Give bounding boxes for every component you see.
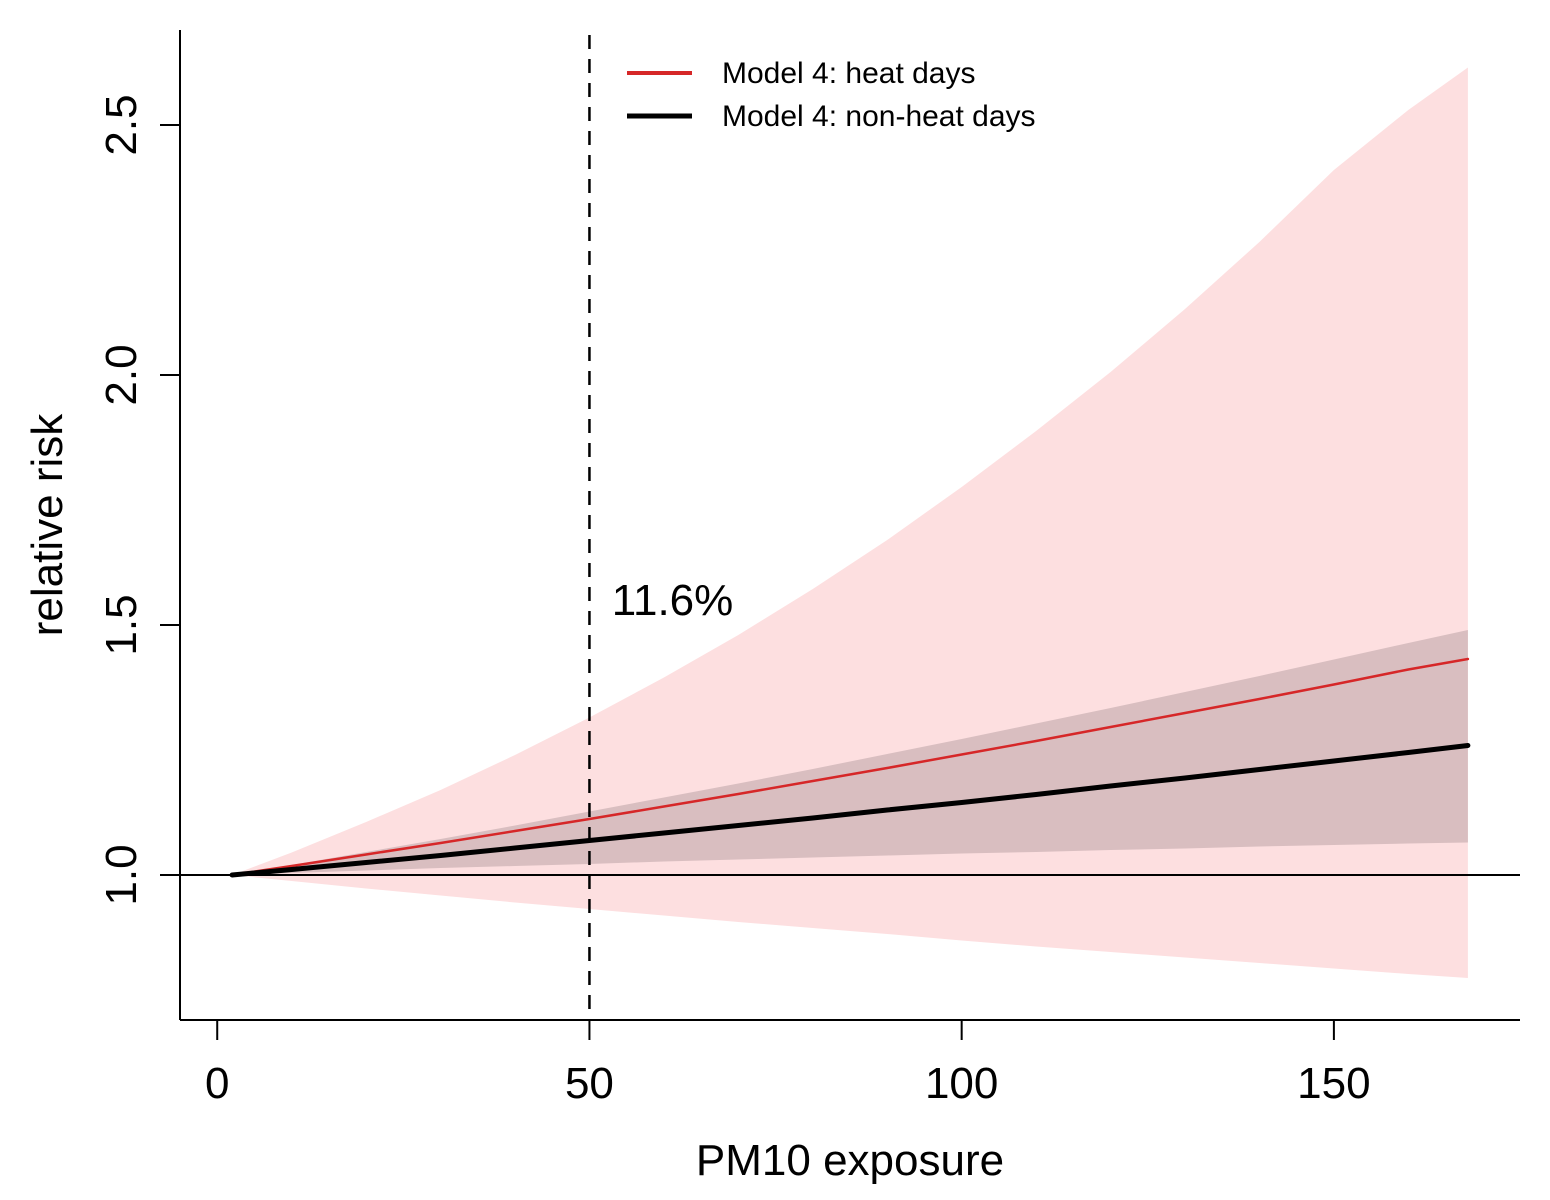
confidence-band-1 bbox=[232, 630, 1468, 875]
x-tick-label-1: 50 bbox=[565, 1059, 614, 1108]
reference-lines bbox=[180, 35, 1520, 1020]
y-tick-label-3: 2.5 bbox=[97, 94, 146, 155]
x-tick-label-2: 100 bbox=[925, 1059, 998, 1108]
y-ticks: 1.0 1.5 2.0 2.5 bbox=[97, 94, 180, 906]
y-axis-title: relative risk bbox=[23, 413, 72, 636]
confidence-bands bbox=[232, 67, 1468, 978]
annotation-0: 11.6% bbox=[612, 576, 734, 625]
legend-label-0: Model 4: heat days bbox=[722, 57, 976, 90]
series-line-1 bbox=[229, 743, 1471, 878]
x-tick-label-3: 150 bbox=[1297, 1059, 1370, 1108]
y-tick-label-0: 1.0 bbox=[97, 844, 146, 905]
annotations: 11.6% bbox=[612, 576, 734, 625]
y-tick-label-2: 2.0 bbox=[97, 344, 146, 405]
axes: 0 50 100 150 1.0 1.5 2.0 2.5 bbox=[97, 30, 1520, 1108]
x-axis-title: PM10 exposure bbox=[696, 1136, 1004, 1185]
legend: Model 4: heat days Model 4: non-heat days bbox=[627, 57, 1036, 133]
series-lines bbox=[229, 657, 1471, 878]
x-ticks: 0 50 100 150 bbox=[205, 1020, 1371, 1108]
series-line-0 bbox=[230, 657, 1470, 877]
legend-label-1: Model 4: non-heat days bbox=[722, 100, 1036, 133]
x-tick-label-0: 0 bbox=[205, 1059, 229, 1108]
y-tick-label-1: 1.5 bbox=[97, 594, 146, 655]
